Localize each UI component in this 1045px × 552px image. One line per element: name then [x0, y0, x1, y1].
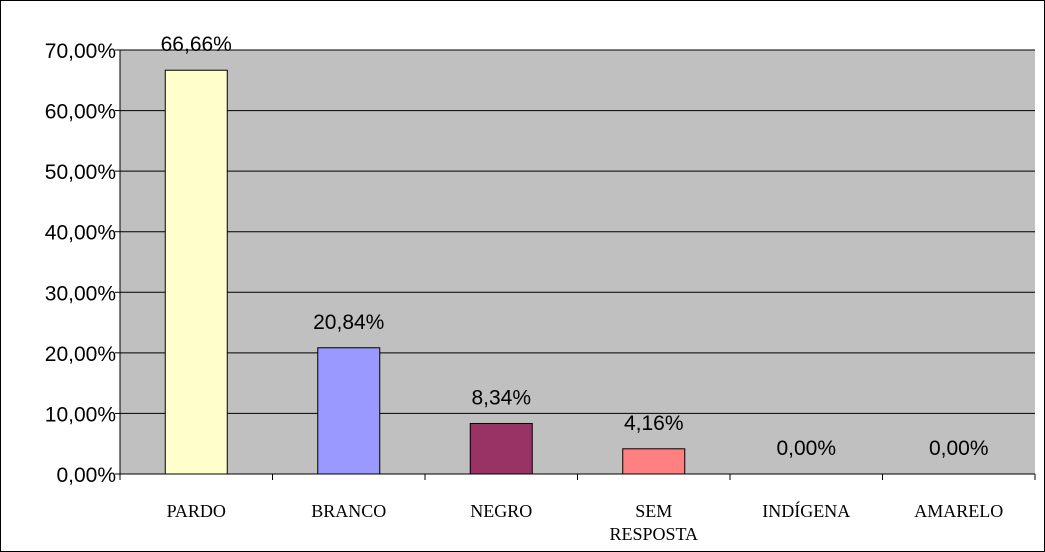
- y-tick-label: 60,00%: [45, 101, 116, 124]
- bar-negro: [469, 422, 533, 475]
- data-label: 20,84%: [313, 311, 384, 334]
- x-tick-label: PARDO: [167, 501, 226, 521]
- y-tick-label: 30,00%: [45, 282, 116, 305]
- x-tick-label: RESPOSTA: [609, 524, 698, 544]
- x-tick-label: NEGRO: [470, 501, 532, 521]
- y-tick-label: 40,00%: [45, 222, 116, 245]
- bar-pardo: [164, 69, 228, 475]
- y-tick-label: 70,00%: [45, 40, 116, 63]
- plot-area: [120, 50, 1035, 474]
- y-tick-label: 0,00%: [56, 464, 116, 487]
- bar-sem-resposta: [622, 448, 686, 475]
- y-tick-label: 20,00%: [45, 343, 116, 366]
- data-label: 0,00%: [776, 437, 836, 460]
- bar-branco: [317, 347, 381, 475]
- data-label: 8,34%: [471, 386, 531, 409]
- x-tick-label: INDÍGENA: [762, 500, 850, 521]
- gridlines: [120, 49, 1035, 414]
- x-tick-label: BRANCO: [311, 501, 386, 521]
- data-label: 4,16%: [624, 412, 684, 435]
- labels: 0,00% 10,00% 20,00% 30,00% 40,00% 50,00% 60,00…: [45, 33, 1003, 544]
- data-label: 66,66%: [161, 33, 232, 56]
- x-tick-label: AMARELO: [914, 501, 1003, 521]
- x-tick-label: SEM: [635, 501, 672, 521]
- axes: [115, 49, 1036, 480]
- y-tick-label: 50,00%: [45, 161, 116, 184]
- data-label: 0,00%: [929, 437, 989, 460]
- bars: [164, 69, 686, 475]
- y-tick-label: 10,00%: [45, 403, 116, 426]
